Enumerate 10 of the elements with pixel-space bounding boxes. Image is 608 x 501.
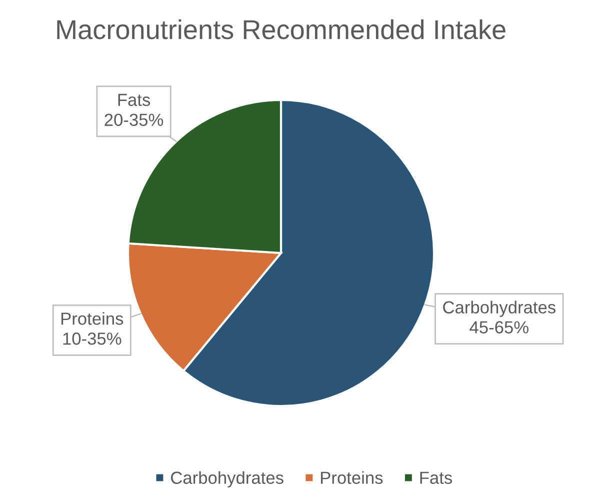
slice-label: Proteins <box>61 312 124 325</box>
text: 10-35% <box>63 332 122 345</box>
legend-label: Carbohydrates <box>171 471 284 488</box>
legend-label: Fats <box>420 472 452 484</box>
legend-label: Proteins <box>321 471 383 484</box>
text: 45-65% <box>470 321 528 334</box>
chart-title: Macronutrients Recommended Intake <box>57 19 506 40</box>
slice-label: Fats <box>118 94 150 106</box>
slice-label: Carbohydrates <box>443 300 556 317</box>
text: 20-35% <box>104 114 164 126</box>
